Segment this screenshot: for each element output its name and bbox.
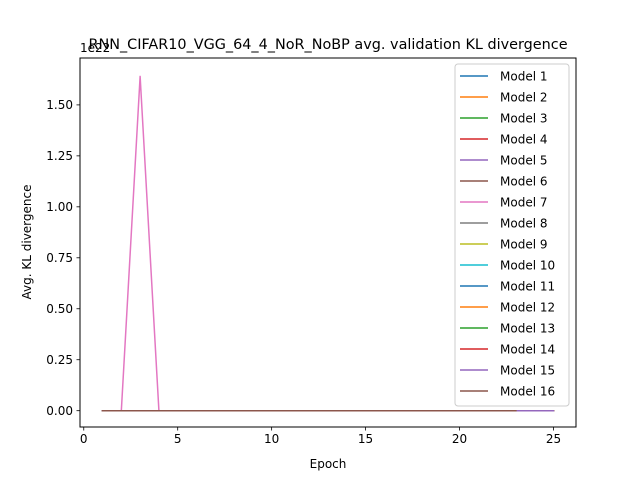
legend-label: Model 14 (500, 342, 555, 356)
legend-label: Model 9 (500, 237, 547, 251)
plot-frame (79, 57, 577, 428)
legend-label: Model 10 (500, 258, 555, 272)
legend-label: Model 2 (500, 90, 547, 104)
legend-box (454, 63, 570, 407)
y-tick-label: 0.75 (46, 251, 73, 265)
x-tick-label: 0 (80, 432, 88, 446)
x-tick-label: 15 (358, 432, 373, 446)
y-tick-label: 1.50 (46, 98, 73, 112)
y-tick-label: 0.50 (46, 302, 73, 316)
y-axis-label: Avg. KL divergence (20, 185, 34, 300)
legend-label: Model 5 (500, 153, 547, 167)
legend-label: Model 4 (500, 132, 547, 146)
legend-label: Model 15 (500, 363, 555, 377)
chart-title: RNN_CIFAR10_VGG_64_4_NoR_NoBP avg. valid… (88, 37, 567, 53)
legend-label: Model 16 (500, 384, 555, 398)
x-tick-label: 10 (264, 432, 279, 446)
x-axis-ticks: 0 5 10 15 20 25 (80, 427, 561, 446)
legend-label: Model 8 (500, 216, 547, 230)
y-tick-label: 1.00 (46, 200, 73, 214)
x-tick-label: 25 (546, 432, 561, 446)
y-axis-ticks: 0.00 0.25 0.50 0.75 1.00 1.25 1.50 (46, 98, 80, 418)
legend-label: Model 7 (500, 195, 547, 209)
x-axis-label: Epoch (310, 457, 347, 471)
y-tick-label: 0.00 (46, 404, 73, 418)
legend-label: Model 13 (500, 321, 555, 335)
x-tick-label: 5 (174, 432, 182, 446)
legend-label: Model 1 (500, 69, 547, 83)
y-tick-label: 1.25 (46, 149, 73, 163)
y-axis-offset-text: 1e22 (80, 41, 110, 55)
x-tick-label: 20 (452, 432, 467, 446)
legend: Model 1 Model 2 Model 3 Model 4 Model 5 Model… (454, 63, 570, 407)
legend-label: Model 11 (500, 279, 555, 293)
legend-label: Model 6 (500, 174, 547, 188)
legend-label: Model 3 (500, 111, 547, 125)
series-layer (101, 75, 555, 412)
y-tick-label: 0.25 (46, 353, 73, 367)
legend-label: Model 12 (500, 300, 555, 314)
